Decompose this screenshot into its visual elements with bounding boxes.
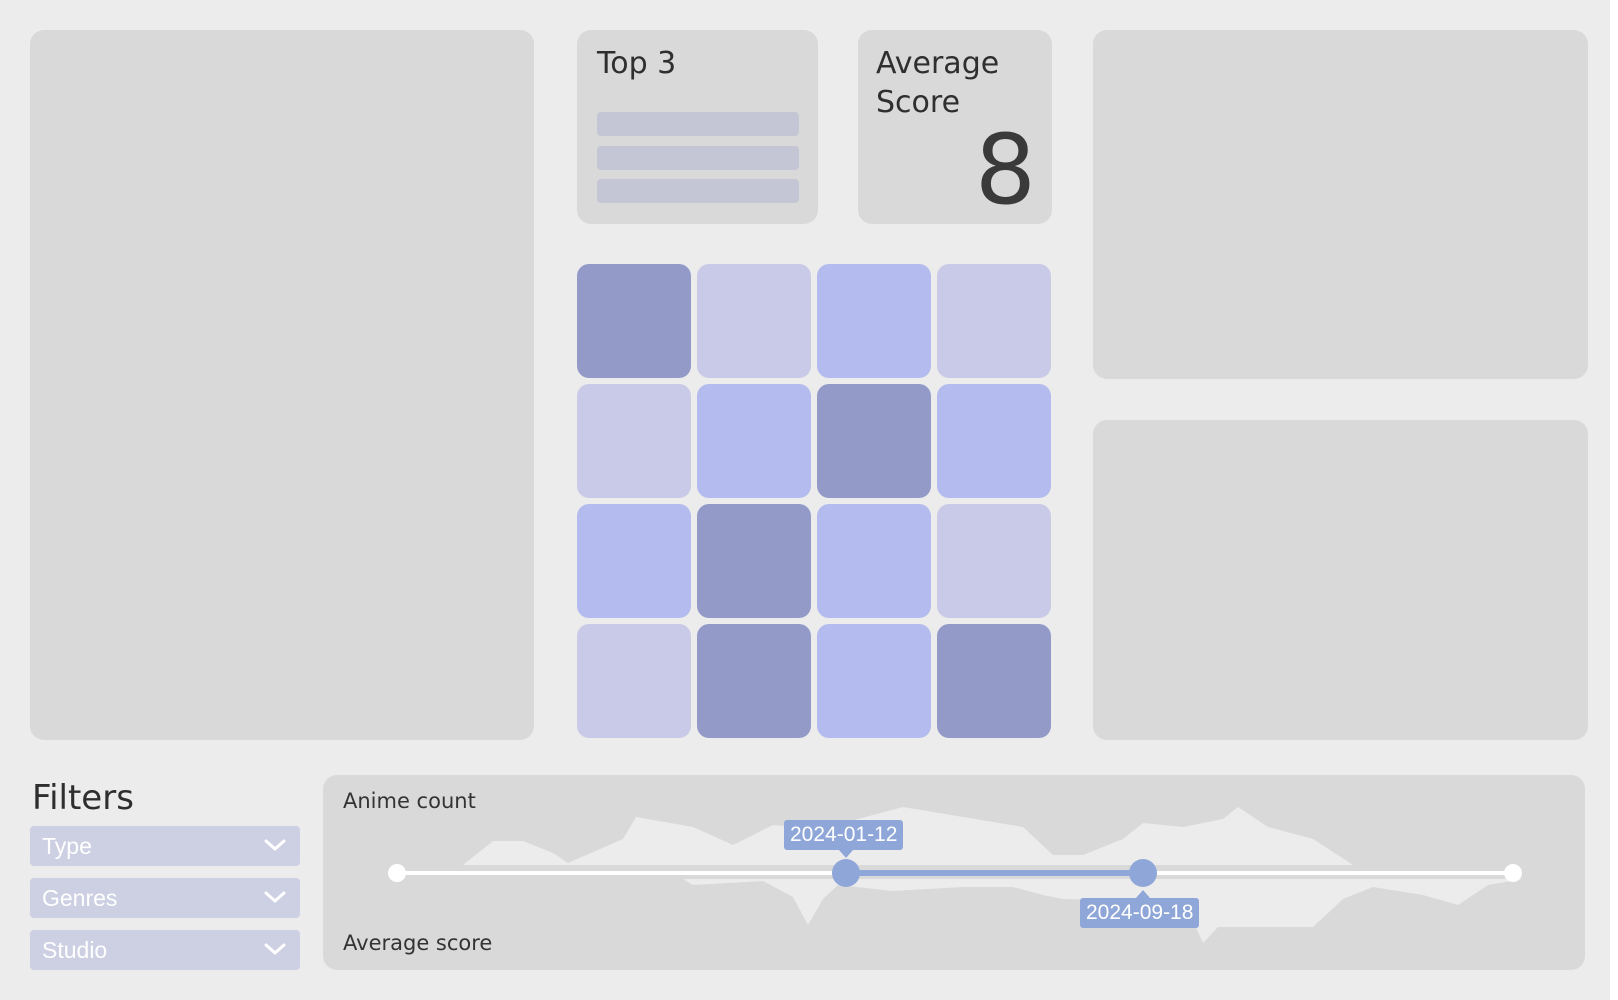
timeline-bottom-label: Average score [343, 931, 493, 955]
grid-tile-2-2[interactable] [697, 384, 811, 498]
grid-tile-4-3[interactable] [817, 624, 931, 738]
grid-tile-2-3[interactable] [817, 384, 931, 498]
average-score-area [363, 879, 1523, 943]
anime-count-area [463, 807, 1353, 865]
tile-grid [577, 264, 1052, 740]
studio-dropdown-label: Studio [42, 937, 108, 963]
range-start-pointer [839, 850, 853, 858]
grid-tile-1-3[interactable] [817, 264, 931, 378]
grid-tile-3-2[interactable] [697, 504, 811, 618]
chevron-down-icon [264, 839, 286, 851]
chevron-down-icon [264, 943, 286, 955]
chevron-down-icon [264, 891, 286, 903]
range-end-label: 2024-09-18 [1080, 898, 1200, 928]
grid-tile-2-1[interactable] [577, 384, 691, 498]
average-score-value: 8 [974, 114, 1036, 226]
grid-tile-3-1[interactable] [577, 504, 691, 618]
range-start-label: 2024-01-12 [784, 820, 904, 850]
top3-title: Top 3 [597, 46, 677, 81]
grid-tile-4-1[interactable] [577, 624, 691, 738]
genres-dropdown[interactable]: Genres [30, 878, 300, 918]
slider-end-handle[interactable] [1129, 859, 1157, 887]
average-score-title-line2: Score [876, 85, 961, 120]
grid-tile-4-2[interactable] [697, 624, 811, 738]
grid-tile-1-4[interactable] [937, 264, 1051, 378]
top3-item-3[interactable] [597, 179, 799, 203]
type-dropdown[interactable]: Type [30, 826, 300, 866]
timeline-background-area-chart [363, 807, 1523, 943]
right-bottom-panel [1093, 420, 1588, 740]
top3-card: Top 3 [577, 30, 818, 224]
average-score-title-line1: Average [876, 46, 1000, 81]
grid-tile-1-1[interactable] [577, 264, 691, 378]
right-top-panel [1093, 30, 1588, 379]
top3-item-2[interactable] [597, 146, 799, 170]
type-dropdown-label: Type [42, 833, 92, 859]
top3-item-1[interactable] [597, 112, 799, 136]
grid-tile-4-4[interactable] [937, 624, 1051, 738]
slider-max-endpoint [1504, 864, 1522, 882]
grid-tile-2-4[interactable] [937, 384, 1051, 498]
slider-min-endpoint [388, 864, 406, 882]
filters-title: Filters [32, 778, 134, 818]
slider-selected-range [846, 870, 1143, 876]
genres-dropdown-label: Genres [42, 885, 118, 911]
slider-start-handle[interactable] [832, 859, 860, 887]
timeline-panel: Anime count Average score 2024-01-12 202… [323, 775, 1585, 970]
grid-tile-1-2[interactable] [697, 264, 811, 378]
average-score-title: Average Score [876, 44, 999, 122]
grid-tile-3-3[interactable] [817, 504, 931, 618]
grid-tile-3-4[interactable] [937, 504, 1051, 618]
studio-dropdown[interactable]: Studio [30, 930, 300, 970]
timeline-top-label: Anime count [343, 789, 476, 813]
left-chart-panel [30, 30, 534, 740]
average-score-card: Average Score 8 [858, 30, 1052, 224]
range-end-pointer [1136, 890, 1150, 898]
